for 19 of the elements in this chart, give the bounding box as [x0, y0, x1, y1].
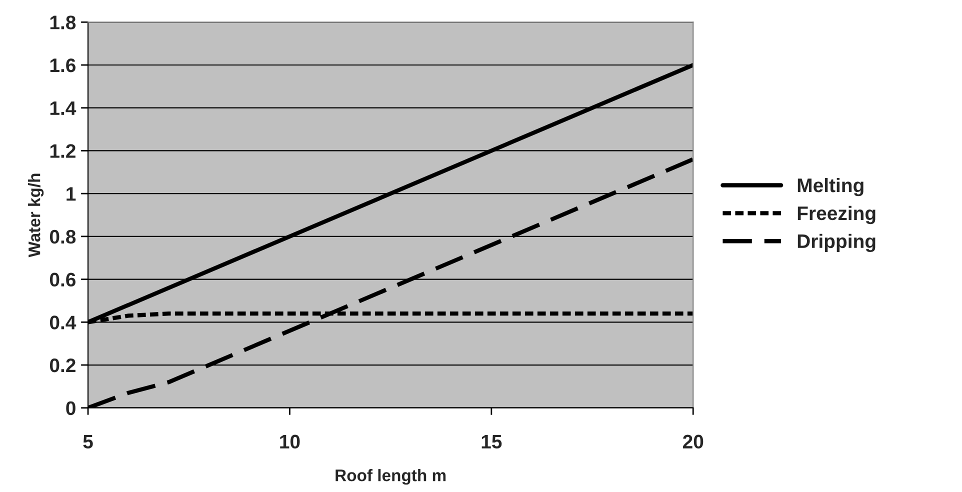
y-tick-label: 0.2	[50, 358, 76, 372]
x-tick-label: 20	[682, 434, 704, 449]
x-axis-title: Roof length m	[336, 469, 446, 485]
y-tick-label: 0.8	[50, 230, 76, 244]
y-axis-title: Water kg/h	[28, 174, 44, 258]
legend-label: Freezing	[798, 206, 876, 224]
legend-label: Dripping	[798, 234, 876, 252]
y-tick-label: 1.8	[50, 16, 76, 30]
y-tick-label: 1	[66, 187, 76, 201]
x-tick-label: 15	[482, 434, 502, 449]
y-tick-label: 0.6	[50, 272, 76, 287]
y-tick-label: 1.6	[50, 58, 76, 72]
y-tick-label: 1.4	[50, 102, 76, 115]
x-tick-label: 5	[83, 434, 93, 449]
legend-label: Melting	[798, 178, 864, 196]
y-tick-label: 0	[66, 401, 76, 416]
y-tick-label: 1.2	[50, 144, 76, 158]
x-tick-label: 10	[280, 434, 300, 449]
y-tick-label: 0.4	[50, 316, 76, 330]
